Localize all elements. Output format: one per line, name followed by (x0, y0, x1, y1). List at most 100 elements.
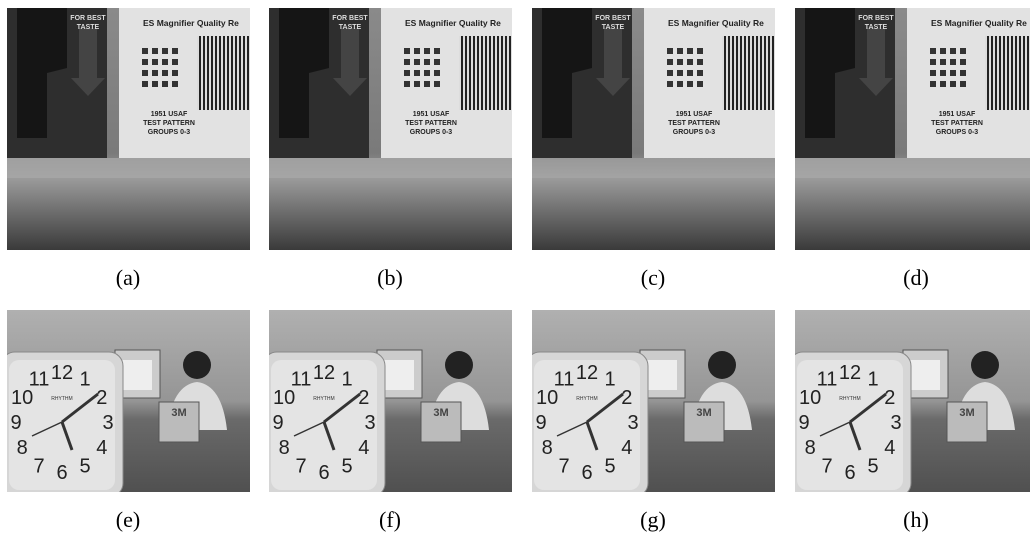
target-bar (424, 81, 430, 87)
clock-number: 5 (867, 455, 878, 477)
clock-number: 8 (542, 437, 553, 459)
clock-number: 7 (295, 455, 306, 477)
target-bar (162, 59, 168, 65)
panel: 3M121234567891011RHYTHM (789, 310, 1030, 497)
target-bar (940, 48, 946, 54)
pattern-text: TEST PATTERN (931, 120, 983, 127)
target-bar (142, 70, 148, 76)
taste-text: TASTE (77, 24, 100, 31)
test-stripes (985, 36, 1030, 110)
clock-number: 12 (313, 362, 335, 384)
clock-number: 11 (817, 369, 838, 391)
target-bar (940, 59, 946, 65)
clock-number: 9 (798, 412, 809, 434)
clock-number: 2 (358, 387, 369, 409)
test-stripes (197, 36, 250, 110)
target-bar (424, 59, 430, 65)
clock-number: 7 (558, 455, 569, 477)
clock-number: 12 (51, 362, 73, 384)
caption: (b) (377, 265, 403, 290)
target-bar (940, 81, 946, 87)
screen (908, 360, 940, 390)
clock-number: 9 (10, 412, 21, 434)
clock-number: 5 (79, 455, 90, 477)
caption: (d) (903, 265, 929, 290)
caption: (a) (116, 265, 140, 290)
clock-number: 12 (576, 362, 598, 384)
target-bar (172, 70, 178, 76)
target-bar (434, 48, 440, 54)
pattern-text: 1951 USAF (151, 111, 188, 118)
panel: FOR BESTTASTEES Magnifier Quality Re1951… (269, 8, 512, 250)
clock-number: 8 (17, 437, 28, 459)
target-bar (162, 70, 168, 76)
taste-text: TASTE (865, 24, 888, 31)
target-bar (414, 70, 420, 76)
target-bar (950, 81, 956, 87)
target-bar (404, 70, 410, 76)
target-bar (172, 48, 178, 54)
clock-brand: RHYTHM (51, 396, 72, 402)
target-bar (404, 59, 410, 65)
target-bar (687, 70, 693, 76)
target-bar (697, 48, 703, 54)
clock-number: 6 (318, 462, 329, 484)
target-bar (434, 70, 440, 76)
target-bar (930, 48, 936, 54)
clock-brand: RHYTHM (839, 396, 860, 402)
target-bar (960, 48, 966, 54)
target-bar (697, 59, 703, 65)
target-bar (414, 81, 420, 87)
clock-number: 4 (884, 437, 895, 459)
taste-text: TASTE (339, 24, 362, 31)
clock-number: 7 (821, 455, 832, 477)
caption: (c) (641, 265, 665, 290)
target-bar (677, 81, 683, 87)
clock-number: 2 (621, 387, 632, 409)
target-bar (677, 59, 683, 65)
taste-text: FOR BEST (70, 15, 106, 22)
panel: 3M121234567891011RHYTHM (526, 310, 775, 497)
clock-number: 5 (341, 455, 352, 477)
target-bar (677, 70, 683, 76)
taste-text: FOR BEST (332, 15, 368, 22)
clock-number: 4 (358, 437, 369, 459)
target-bar (414, 48, 420, 54)
target-bar (404, 81, 410, 87)
target-bar (687, 59, 693, 65)
clock-brand: RHYTHM (313, 396, 334, 402)
target-bar (930, 81, 936, 87)
target-bar (162, 48, 168, 54)
clock-number: 3 (890, 412, 901, 434)
pattern-text: GROUPS 0-3 (148, 129, 191, 136)
screen (382, 360, 414, 390)
panel: 3M121234567891011RHYTHM (263, 310, 512, 497)
test-stripes (459, 36, 512, 110)
target-bar (162, 81, 168, 87)
target-bar (697, 70, 703, 76)
clock-number: 2 (96, 387, 107, 409)
target-bar (667, 48, 673, 54)
target-bar (142, 59, 148, 65)
target-bar (434, 59, 440, 65)
panel: FOR BESTTASTEES Magnifier Quality Re1951… (532, 8, 775, 250)
target-bar (172, 81, 178, 87)
clock-number: 3 (364, 412, 375, 434)
table-edge (7, 158, 250, 178)
clock-number: 7 (33, 455, 44, 477)
target-bar (667, 81, 673, 87)
pattern-text: TEST PATTERN (143, 120, 195, 127)
taste-text: FOR BEST (595, 15, 631, 22)
caption: (g) (640, 507, 666, 532)
target-bar (697, 81, 703, 87)
clock-number: 1 (341, 369, 352, 391)
screen (645, 360, 677, 390)
figure: FOR BESTTASTEES Magnifier Quality Re1951… (0, 0, 1030, 536)
pattern-text: 1951 USAF (413, 111, 450, 118)
target-bar (424, 48, 430, 54)
clock-number: 6 (56, 462, 67, 484)
target-bar (152, 48, 158, 54)
target-bar (434, 81, 440, 87)
